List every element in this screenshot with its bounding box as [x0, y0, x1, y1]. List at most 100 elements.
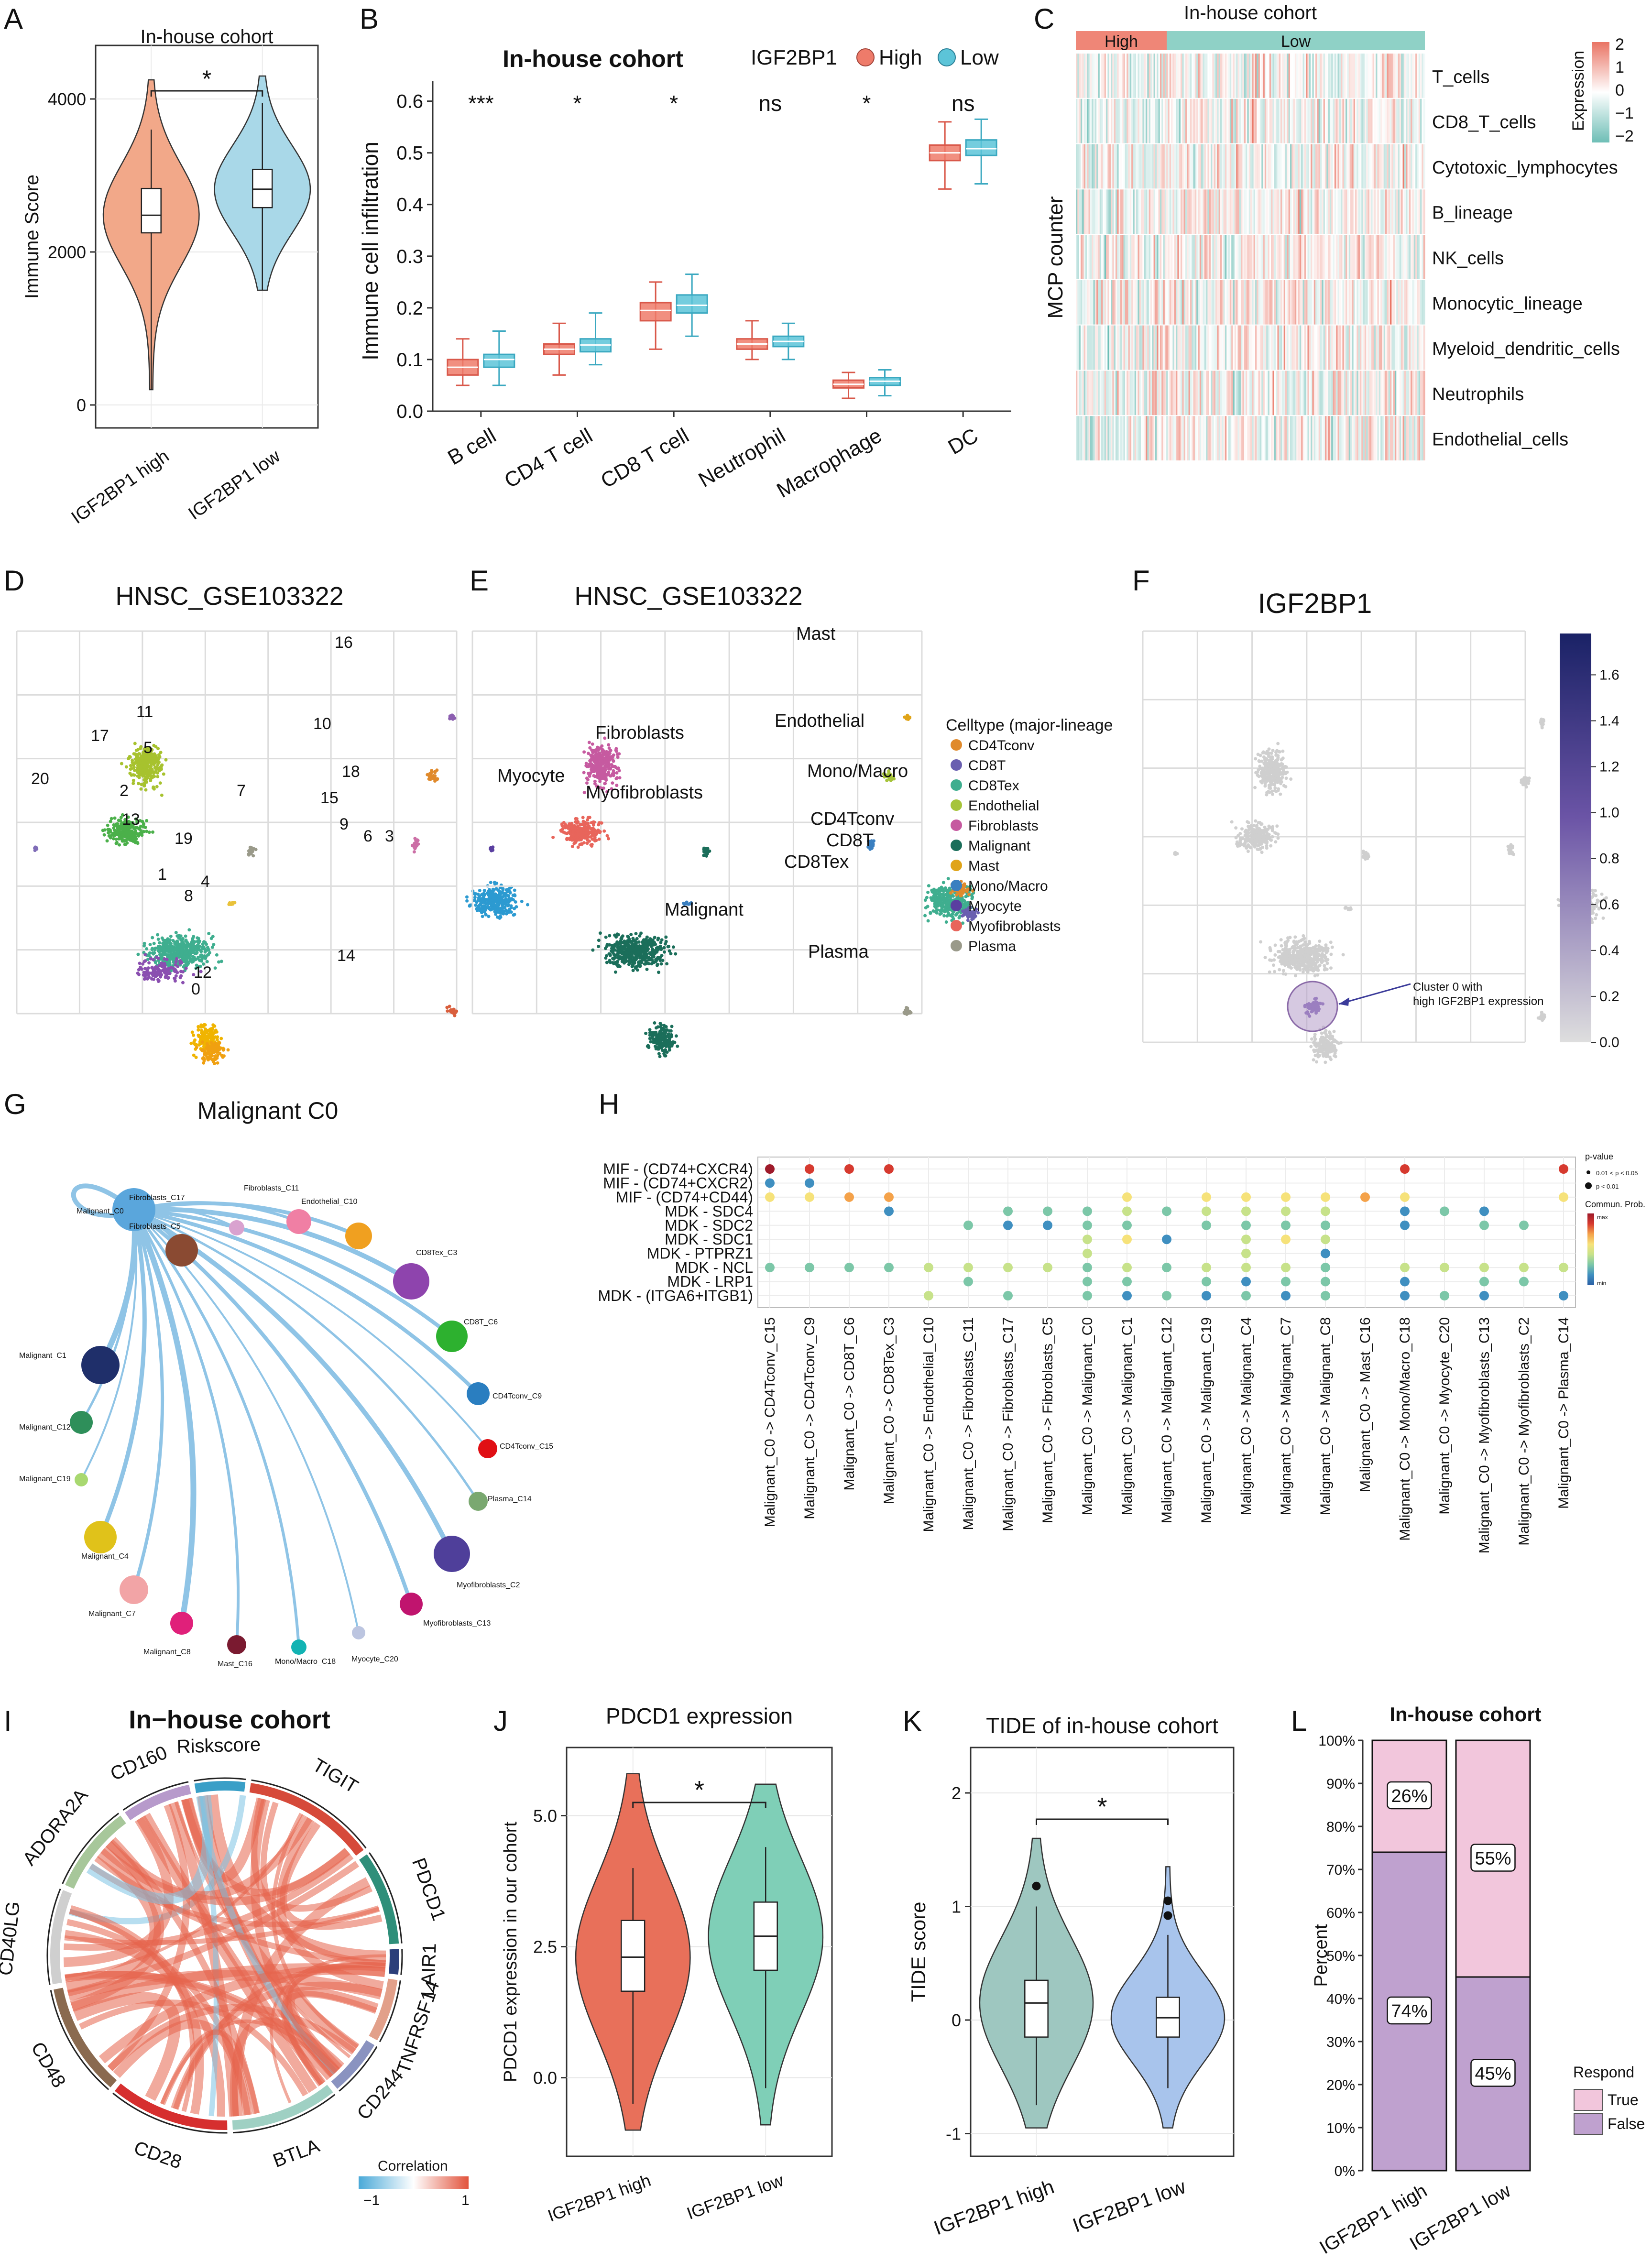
cell-point: [193, 940, 197, 944]
heatmap-cell: [1385, 54, 1387, 98]
heatmap-cell: [1225, 371, 1227, 415]
cell-point: [513, 888, 516, 892]
heatmap-cell: [1085, 416, 1087, 460]
heatmap-cell: [1188, 144, 1191, 189]
heatmap-cell: [1361, 280, 1364, 325]
heatmap-cell: [1266, 416, 1269, 460]
cell-point: [149, 779, 153, 782]
heatmap-cell: [1112, 144, 1115, 189]
heatmap-cell: [1237, 280, 1240, 325]
heatmap-cell: [1092, 325, 1094, 370]
heatmap-cell: [1246, 98, 1247, 143]
heatmap-cell: [1127, 280, 1129, 325]
cell-point: [613, 970, 617, 974]
heatmap-cell: [1253, 98, 1256, 143]
cell-point: [478, 889, 481, 892]
heatmap-cell: [1307, 98, 1310, 143]
significance-label: *: [669, 91, 678, 116]
heatmap-cell: [1291, 144, 1294, 189]
heatmap-cell: [1359, 189, 1362, 234]
heatmap-cell: [1198, 371, 1200, 415]
heatmap-cell: [1153, 235, 1156, 279]
heatmap-cell: [1322, 189, 1324, 234]
heatmap-cell: [1144, 98, 1146, 143]
heatmap-cell: [1336, 144, 1338, 189]
heatmap-cell: [1236, 235, 1238, 279]
heatmap-cell: [1257, 371, 1259, 415]
heatmap-cell: [1111, 416, 1113, 460]
heatmap-cell: [1150, 280, 1152, 325]
heatmap-cell: [1331, 144, 1334, 189]
heatmap-cell: [1182, 235, 1184, 279]
heatmap-cell: [1269, 235, 1271, 279]
heatmap-cell: [1106, 235, 1108, 279]
cell-point: [147, 765, 151, 768]
heatmap-cell: [1269, 54, 1271, 98]
cell-point: [587, 830, 591, 834]
heatmap-cell: [1346, 416, 1348, 460]
cell-point: [147, 961, 151, 965]
heatmap-cell: [1418, 189, 1421, 234]
heatmap-cell: [1231, 54, 1234, 98]
cell-point: [603, 736, 607, 740]
heatmap-cell: [1378, 325, 1381, 370]
heatmap-cell: [1204, 325, 1206, 370]
cell-point: [200, 1049, 204, 1052]
heatmap-cell: [1252, 98, 1254, 143]
heatmap-cell: [1413, 235, 1416, 279]
heatmap-cell: [1293, 189, 1295, 234]
heatmap-cell: [1206, 416, 1208, 460]
cell-point: [635, 968, 639, 972]
heatmap-cell: [1090, 235, 1092, 279]
heatmap-cell: [1333, 371, 1335, 415]
cell-point: [596, 745, 600, 749]
heatmap-cell: [1377, 325, 1379, 370]
heatmap-cell: [1144, 280, 1146, 325]
cell-point: [591, 820, 595, 824]
cell-point: [450, 713, 454, 717]
heatmap-cell: [1294, 416, 1297, 460]
heatmap-cell: [1257, 144, 1259, 189]
heatmap-cell: [1390, 189, 1392, 234]
heatmap-cell: [1166, 189, 1169, 234]
heatmap-cell: [1374, 235, 1376, 279]
heatmap-cell: [1283, 98, 1286, 143]
heatmap-cell: [1415, 325, 1418, 370]
heatmap-cell: [1164, 189, 1167, 234]
cluster-label: 17: [91, 727, 109, 745]
heatmap-cell: [1090, 54, 1092, 98]
heatmap-cell: [1176, 144, 1178, 189]
heatmap-cell: [1109, 98, 1111, 143]
heatmap-cell: [1398, 325, 1400, 370]
heatmap-cell: [1276, 280, 1278, 325]
heatmap-cell: [1158, 325, 1160, 370]
heatmap-cell: [1277, 189, 1280, 234]
cell-point: [119, 836, 123, 840]
heatmap-cell: [1274, 416, 1276, 460]
cell-point: [142, 822, 145, 826]
heatmap-cell: [1220, 371, 1222, 415]
heatmap-cell: [1320, 235, 1322, 279]
heatmap-cell: [1209, 189, 1211, 234]
legend-label-high: High: [879, 46, 922, 69]
heatmap-cell: [1404, 235, 1406, 279]
heatmap-cell: [1407, 325, 1410, 370]
heatmap-cell: [1079, 144, 1081, 189]
cell-point: [474, 903, 478, 907]
heatmap-cell: [1142, 189, 1145, 234]
heatmap-cell: [1194, 280, 1197, 325]
heatmap-cell: [1194, 144, 1197, 189]
heatmap-cell: [1306, 98, 1308, 143]
heatmap-cell: [1247, 235, 1249, 279]
heatmap-cell: [1333, 98, 1335, 143]
cell-point: [635, 952, 638, 956]
heatmap-cell: [1085, 189, 1087, 234]
heatmap-cell: [1394, 235, 1397, 279]
heatmap-cell: [1166, 144, 1169, 189]
heatmap-cell: [1187, 54, 1189, 98]
heatmap-cell: [1376, 280, 1378, 325]
heatmap-cell: [1220, 98, 1222, 143]
heatmap-cell: [1101, 144, 1104, 189]
heatmap-cell: [1139, 280, 1141, 325]
heatmap-cell: [1163, 189, 1165, 234]
